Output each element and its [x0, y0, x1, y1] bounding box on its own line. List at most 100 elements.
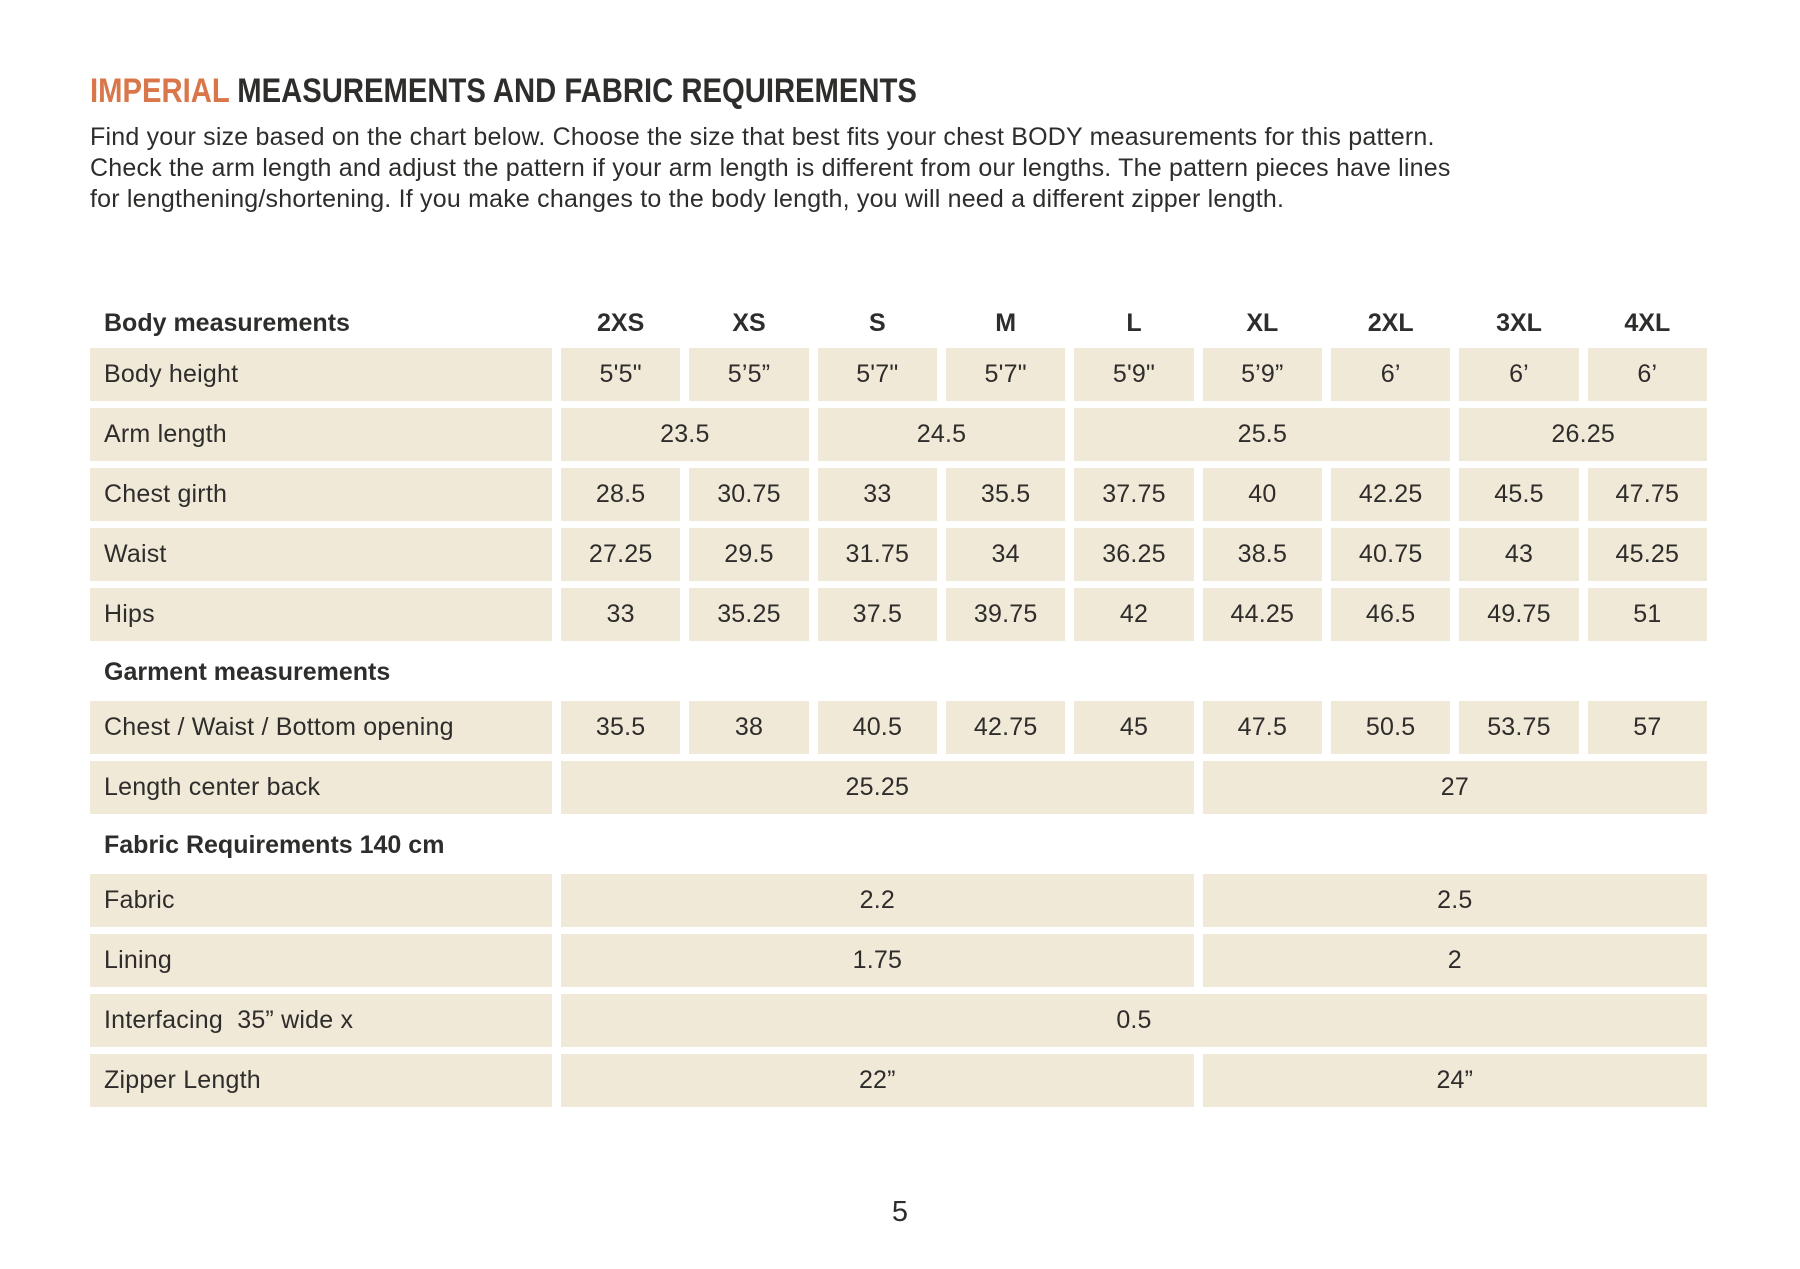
measurement-cell: 5’5” [689, 348, 809, 401]
measurement-cell: 6’ [1331, 348, 1451, 401]
row-label: Waist [90, 528, 552, 581]
measurement-cell: 44.25 [1202, 588, 1322, 641]
measurement-cell: 45.5 [1459, 468, 1579, 521]
measurement-cell: 23.5 [561, 408, 809, 461]
measurement-cell: 25.5 [1074, 408, 1451, 461]
title-highlight: IMPERIAL [90, 72, 230, 110]
measurement-cell: 38 [689, 701, 809, 754]
measurement-cell: 42.75 [946, 701, 1066, 754]
measurement-cell: 40.75 [1331, 528, 1451, 581]
column-header-size: 4XL [1624, 309, 1671, 337]
row-label: Arm length [90, 408, 552, 461]
measurement-cell: 35.5 [561, 701, 681, 754]
measurement-cell: 37.75 [1074, 468, 1194, 521]
measurement-cell: 26.25 [1459, 408, 1707, 461]
measurement-cell: 0.5 [561, 994, 1707, 1047]
table-row: Lining 1.75 2 [90, 934, 1707, 987]
measurement-cell: 34 [946, 528, 1066, 581]
measurement-cell: 31.75 [817, 528, 937, 581]
table-row: Fabric 2.2 2.5 [90, 874, 1707, 927]
table-row: Body height 5'5" 5’5” 5'7" 5'7" 5'9" 5’9” 6’ 6’ 6… [90, 348, 1707, 401]
column-header-size: S [868, 309, 886, 337]
measurement-cell: 40 [1202, 468, 1322, 521]
measurement-cell: 35.5 [946, 468, 1066, 521]
column-header-size: L [1126, 309, 1142, 337]
column-header-label: Body measurements [104, 309, 350, 337]
table-row: Hips 33 35.25 37.5 39.75 42 44.25 46.5 49.75 51 [90, 588, 1707, 641]
section-header: Garment measurements [104, 658, 391, 686]
table-row: Length center back 25.25 27 [90, 761, 1707, 814]
measurement-cell: 53.75 [1459, 701, 1579, 754]
measurement-cell: 36.25 [1074, 528, 1194, 581]
measurement-cell: 46.5 [1331, 588, 1451, 641]
row-label: Hips [90, 588, 552, 641]
measurement-cell: 49.75 [1459, 588, 1579, 641]
measurement-cell: 29.5 [689, 528, 809, 581]
measurement-cell: 38.5 [1202, 528, 1322, 581]
measurement-cell: 6’ [1459, 348, 1579, 401]
title-rest: MEASUREMENTS AND FABRIC REQUIREMENTS [229, 72, 917, 110]
measurement-cell: 5'5" [561, 348, 681, 401]
measurement-cell: 30.75 [689, 468, 809, 521]
measurement-cell: 22” [561, 1054, 1194, 1107]
column-header-size: XS [732, 309, 766, 337]
measurement-cell: 1.75 [561, 934, 1194, 987]
table-row: Zipper Length 22” 24” [90, 1054, 1707, 1107]
measurement-cell: 24.5 [817, 408, 1066, 461]
table-row: Arm length 23.5 24.5 25.5 26.25 [90, 408, 1707, 461]
measurement-cell: 5'9" [1074, 348, 1194, 401]
measurement-cell: 33 [561, 588, 681, 641]
measurement-cell: 5'7" [946, 348, 1066, 401]
measurement-cell: 42.25 [1331, 468, 1451, 521]
column-header-size: 2XS [597, 309, 645, 337]
measurement-cell: 42 [1074, 588, 1194, 641]
column-header-size: XL [1246, 309, 1279, 337]
page-number: 5 [891, 1196, 909, 1228]
measurement-cell: 27 [1202, 761, 1707, 814]
measurement-cell: 24” [1202, 1054, 1707, 1107]
measurement-cell: 45 [1074, 701, 1194, 754]
measurement-cell: 43 [1459, 528, 1579, 581]
measurement-cell: 6’ [1587, 348, 1707, 401]
measurement-cell: 27.25 [561, 528, 681, 581]
measurement-cell: 51 [1587, 588, 1707, 641]
measurement-cell: 39.75 [946, 588, 1066, 641]
measurement-cell: 2.5 [1202, 874, 1707, 927]
row-label: Chest / Waist / Bottom opening [90, 701, 552, 754]
measurement-cell: 2.2 [561, 874, 1194, 927]
row-label: Length center back [90, 761, 552, 814]
measurement-cell: 5’9” [1202, 348, 1322, 401]
row-label: Fabric [90, 874, 552, 927]
measurement-cell: 33 [817, 468, 937, 521]
measurement-cell: 35.25 [689, 588, 809, 641]
row-label: Zipper Length [90, 1054, 552, 1107]
section-header: Fabric Requirements 140 cm [104, 831, 445, 859]
column-header-size: 2XL [1367, 309, 1414, 337]
table-row: Waist 27.25 29.5 31.75 34 36.25 38.5 40.75 43 45.… [90, 528, 1707, 581]
measurement-cell: 45.25 [1587, 528, 1707, 581]
page-title: IMPERIAL MEASUREMENTS AND FABRIC REQUIRE… [90, 72, 917, 111]
measurement-cell: 5'7" [817, 348, 937, 401]
measurement-cell: 2 [1202, 934, 1707, 987]
size-chart-table: Body measurements 2XS XS S M L XL 2XL 3XL 4XL Body… [90, 296, 1707, 1114]
measurement-cell: 50.5 [1331, 701, 1451, 754]
measurement-cell: 25.25 [561, 761, 1194, 814]
table-row: Interfacing 35” wide x 0.5 [90, 994, 1707, 1047]
measurement-cell: 37.5 [817, 588, 937, 641]
row-label: Body height [90, 348, 552, 401]
table-header-row: Body measurements 2XS XS S M L XL 2XL 3XL 4XL [90, 296, 1707, 338]
table-row: Chest / Waist / Bottom opening 35.5 38 40.5… [90, 701, 1707, 754]
column-header-size: M [995, 309, 1017, 337]
row-label: Lining [90, 934, 552, 987]
row-label: Interfacing 35” wide x [90, 994, 552, 1047]
intro-paragraph: Find your size based on the chart below.… [90, 123, 1451, 213]
row-label: Chest girth [90, 468, 552, 521]
measurement-cell: 47.75 [1587, 468, 1707, 521]
table-row: Chest girth 28.5 30.75 33 35.5 37.75 40 42.25 45… [90, 468, 1707, 521]
column-header-size: 3XL [1496, 309, 1542, 337]
measurement-cell: 47.5 [1202, 701, 1322, 754]
measurement-cell: 57 [1587, 701, 1707, 754]
measurement-cell: 28.5 [561, 468, 681, 521]
measurement-cell: 40.5 [817, 701, 937, 754]
